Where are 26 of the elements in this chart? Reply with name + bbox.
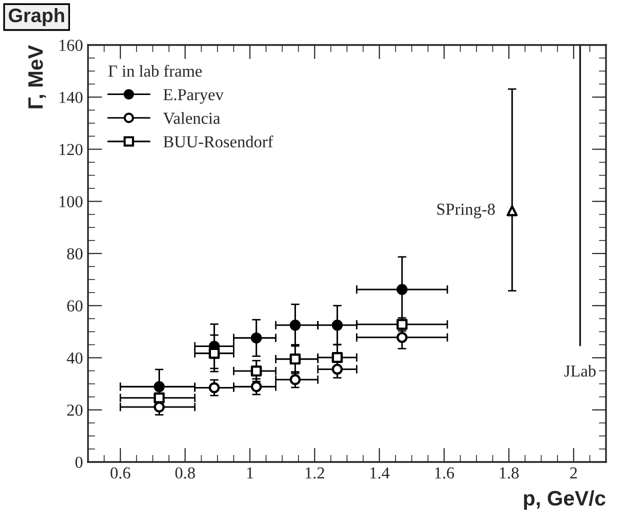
legend-label: Valencia xyxy=(163,112,220,124)
x-tick-label: 1.4 xyxy=(370,467,390,479)
y-tick-label: 160 xyxy=(60,40,83,51)
y-tick-label: 60 xyxy=(67,300,83,312)
x-tick-label: 1.6 xyxy=(435,467,454,479)
legend-label: BUU-Rosendorf xyxy=(163,136,274,148)
y-tick-label: 0 xyxy=(75,456,83,468)
x-tick-label: 1.8 xyxy=(500,467,519,479)
y-tick-label: 80 xyxy=(67,248,83,260)
y-tick-label: 120 xyxy=(60,144,83,156)
legend-title: Γ in lab frame xyxy=(108,64,202,77)
legend-label: E.Paryev xyxy=(163,89,224,104)
y-tick-label: 20 xyxy=(67,404,83,416)
x-tick-label: 2 xyxy=(570,467,577,478)
x-tick-label: 1 xyxy=(247,467,254,478)
y-tick-label: 100 xyxy=(60,196,83,208)
y-axis-title: Γ, MeV xyxy=(28,45,46,108)
x-axis-title: p, GeV/c xyxy=(524,490,606,510)
x-tick-label: 0.8 xyxy=(175,467,195,479)
y-tick-label: 40 xyxy=(66,352,83,364)
y-tick-label: 140 xyxy=(60,92,83,104)
x-tick-label: 0.6 xyxy=(110,467,130,479)
annotation: JLab xyxy=(564,364,596,377)
x-tick-label: 1.2 xyxy=(306,467,324,479)
chart-title: Graph xyxy=(8,8,64,26)
annotation: SPring-8 xyxy=(437,204,495,218)
